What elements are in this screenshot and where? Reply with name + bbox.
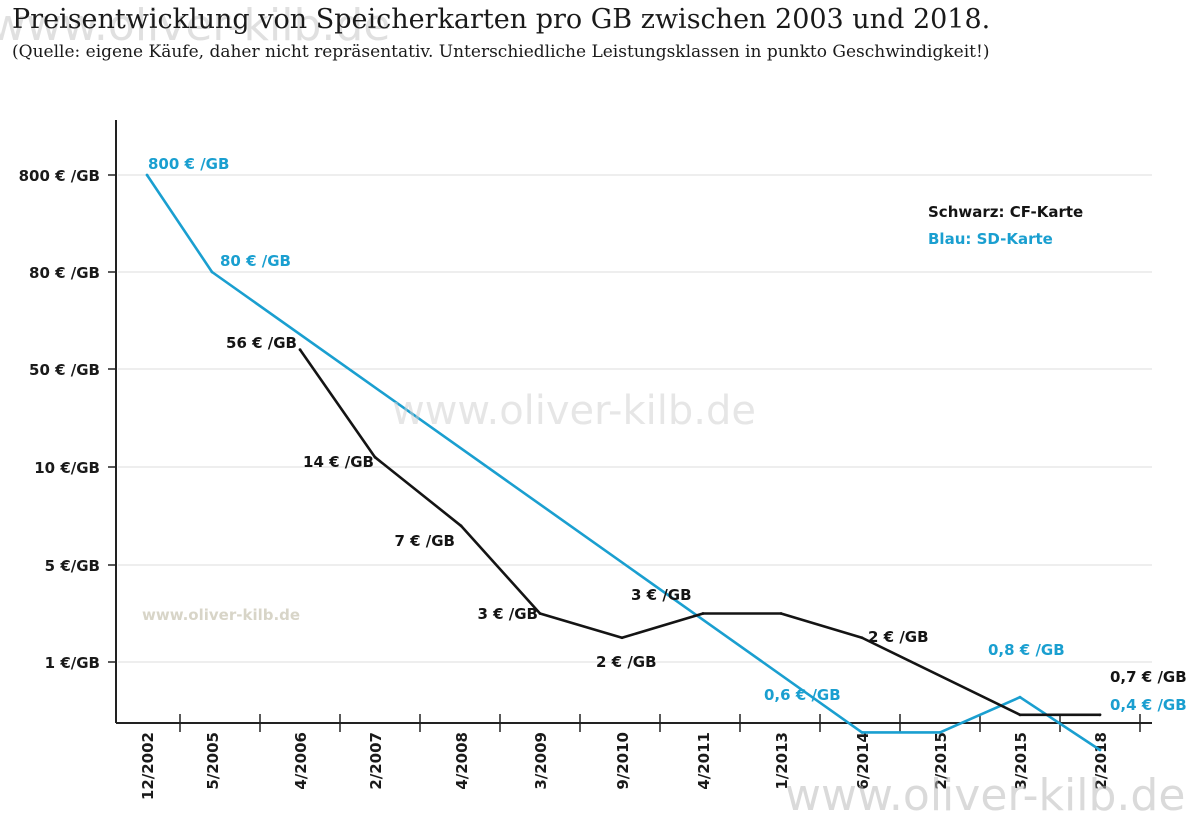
chart-subtitle: (Quelle: eigene Käufe, daher nicht reprä… (12, 42, 990, 62)
data-label: 2 € /GB (596, 653, 657, 671)
data-label: 0,6 € /GB (764, 686, 841, 704)
x-tick-label: 12/2002 (139, 732, 157, 800)
x-tick-label: 4/2008 (453, 732, 471, 790)
data-label: 3 € /GB (631, 586, 692, 604)
data-point-cf (459, 524, 463, 528)
data-label: 56 € /GB (226, 334, 297, 352)
data-label: 0,8 € /GB (988, 641, 1065, 659)
data-label: 7 € /GB (394, 532, 455, 550)
data-point-sd (1098, 748, 1102, 752)
data-point-cf (373, 455, 377, 459)
x-tick-label: 9/2010 (614, 732, 632, 790)
data-point-sd (938, 731, 942, 734)
data-point-cf (779, 612, 783, 615)
x-tick-label: 2/2007 (367, 732, 385, 790)
data-point-cf (701, 612, 705, 615)
data-point-cf (538, 612, 542, 615)
y-tick-label: 50 € /GB (29, 361, 100, 379)
x-tick-label: 4/2006 (292, 732, 310, 790)
data-point-cf (1018, 713, 1022, 717)
y-tick-label: 1 €/GB (45, 654, 100, 672)
x-tick-label: 4/2011 (695, 732, 713, 790)
watermark-top: www.oliver-kilb.de (0, 0, 391, 51)
x-tick-label: 1/2013 (773, 732, 791, 790)
y-tick-label: 5 €/GB (45, 557, 100, 575)
data-point-cf (298, 348, 302, 351)
y-tick-label: 800 € /GB (19, 167, 100, 185)
watermark-bottom: www.oliver-kilb.de (785, 770, 1186, 821)
legend-sd: Blau: SD-Karte (928, 230, 1053, 248)
legend-cf: Schwarz: CF-Karte (928, 203, 1083, 221)
y-tick-label: 10 €/GB (34, 459, 100, 477)
x-tick-label: 6/2014 (854, 732, 872, 790)
data-point-cf (1098, 713, 1102, 717)
watermark-center: www.oliver-kilb.de (392, 388, 756, 434)
x-tick-label: 3/2015 (1012, 732, 1030, 790)
series-line-cf (298, 348, 1100, 717)
watermark-small: www.oliver-kilb.de (142, 606, 301, 624)
data-point-sd (145, 173, 149, 177)
data-point-sd (210, 270, 214, 274)
series-line-sd (145, 174, 1101, 752)
data-point-cf (860, 636, 864, 640)
data-label: 14 € /GB (303, 453, 374, 471)
chart-title: Preisentwicklung von Speicherkarten pro … (12, 4, 991, 35)
data-label: 2 € /GB (868, 628, 929, 646)
y-tick-label: 80 € /GB (29, 264, 100, 282)
data-label: 0,4 € /GB (1110, 696, 1187, 714)
data-label: 80 € /GB (220, 252, 291, 270)
data-label: 0,7 € /GB (1110, 668, 1187, 686)
data-label: 3 € /GB (477, 605, 538, 623)
data-point-sd (1018, 695, 1022, 699)
x-tick-label: 3/2009 (532, 732, 550, 790)
data-label: 800 € /GB (148, 155, 229, 173)
x-tick-label: 5/2005 (204, 732, 222, 790)
data-point-cf (620, 636, 624, 640)
x-tick-label: 2/2015 (932, 732, 950, 790)
data-point-sd (860, 731, 864, 734)
